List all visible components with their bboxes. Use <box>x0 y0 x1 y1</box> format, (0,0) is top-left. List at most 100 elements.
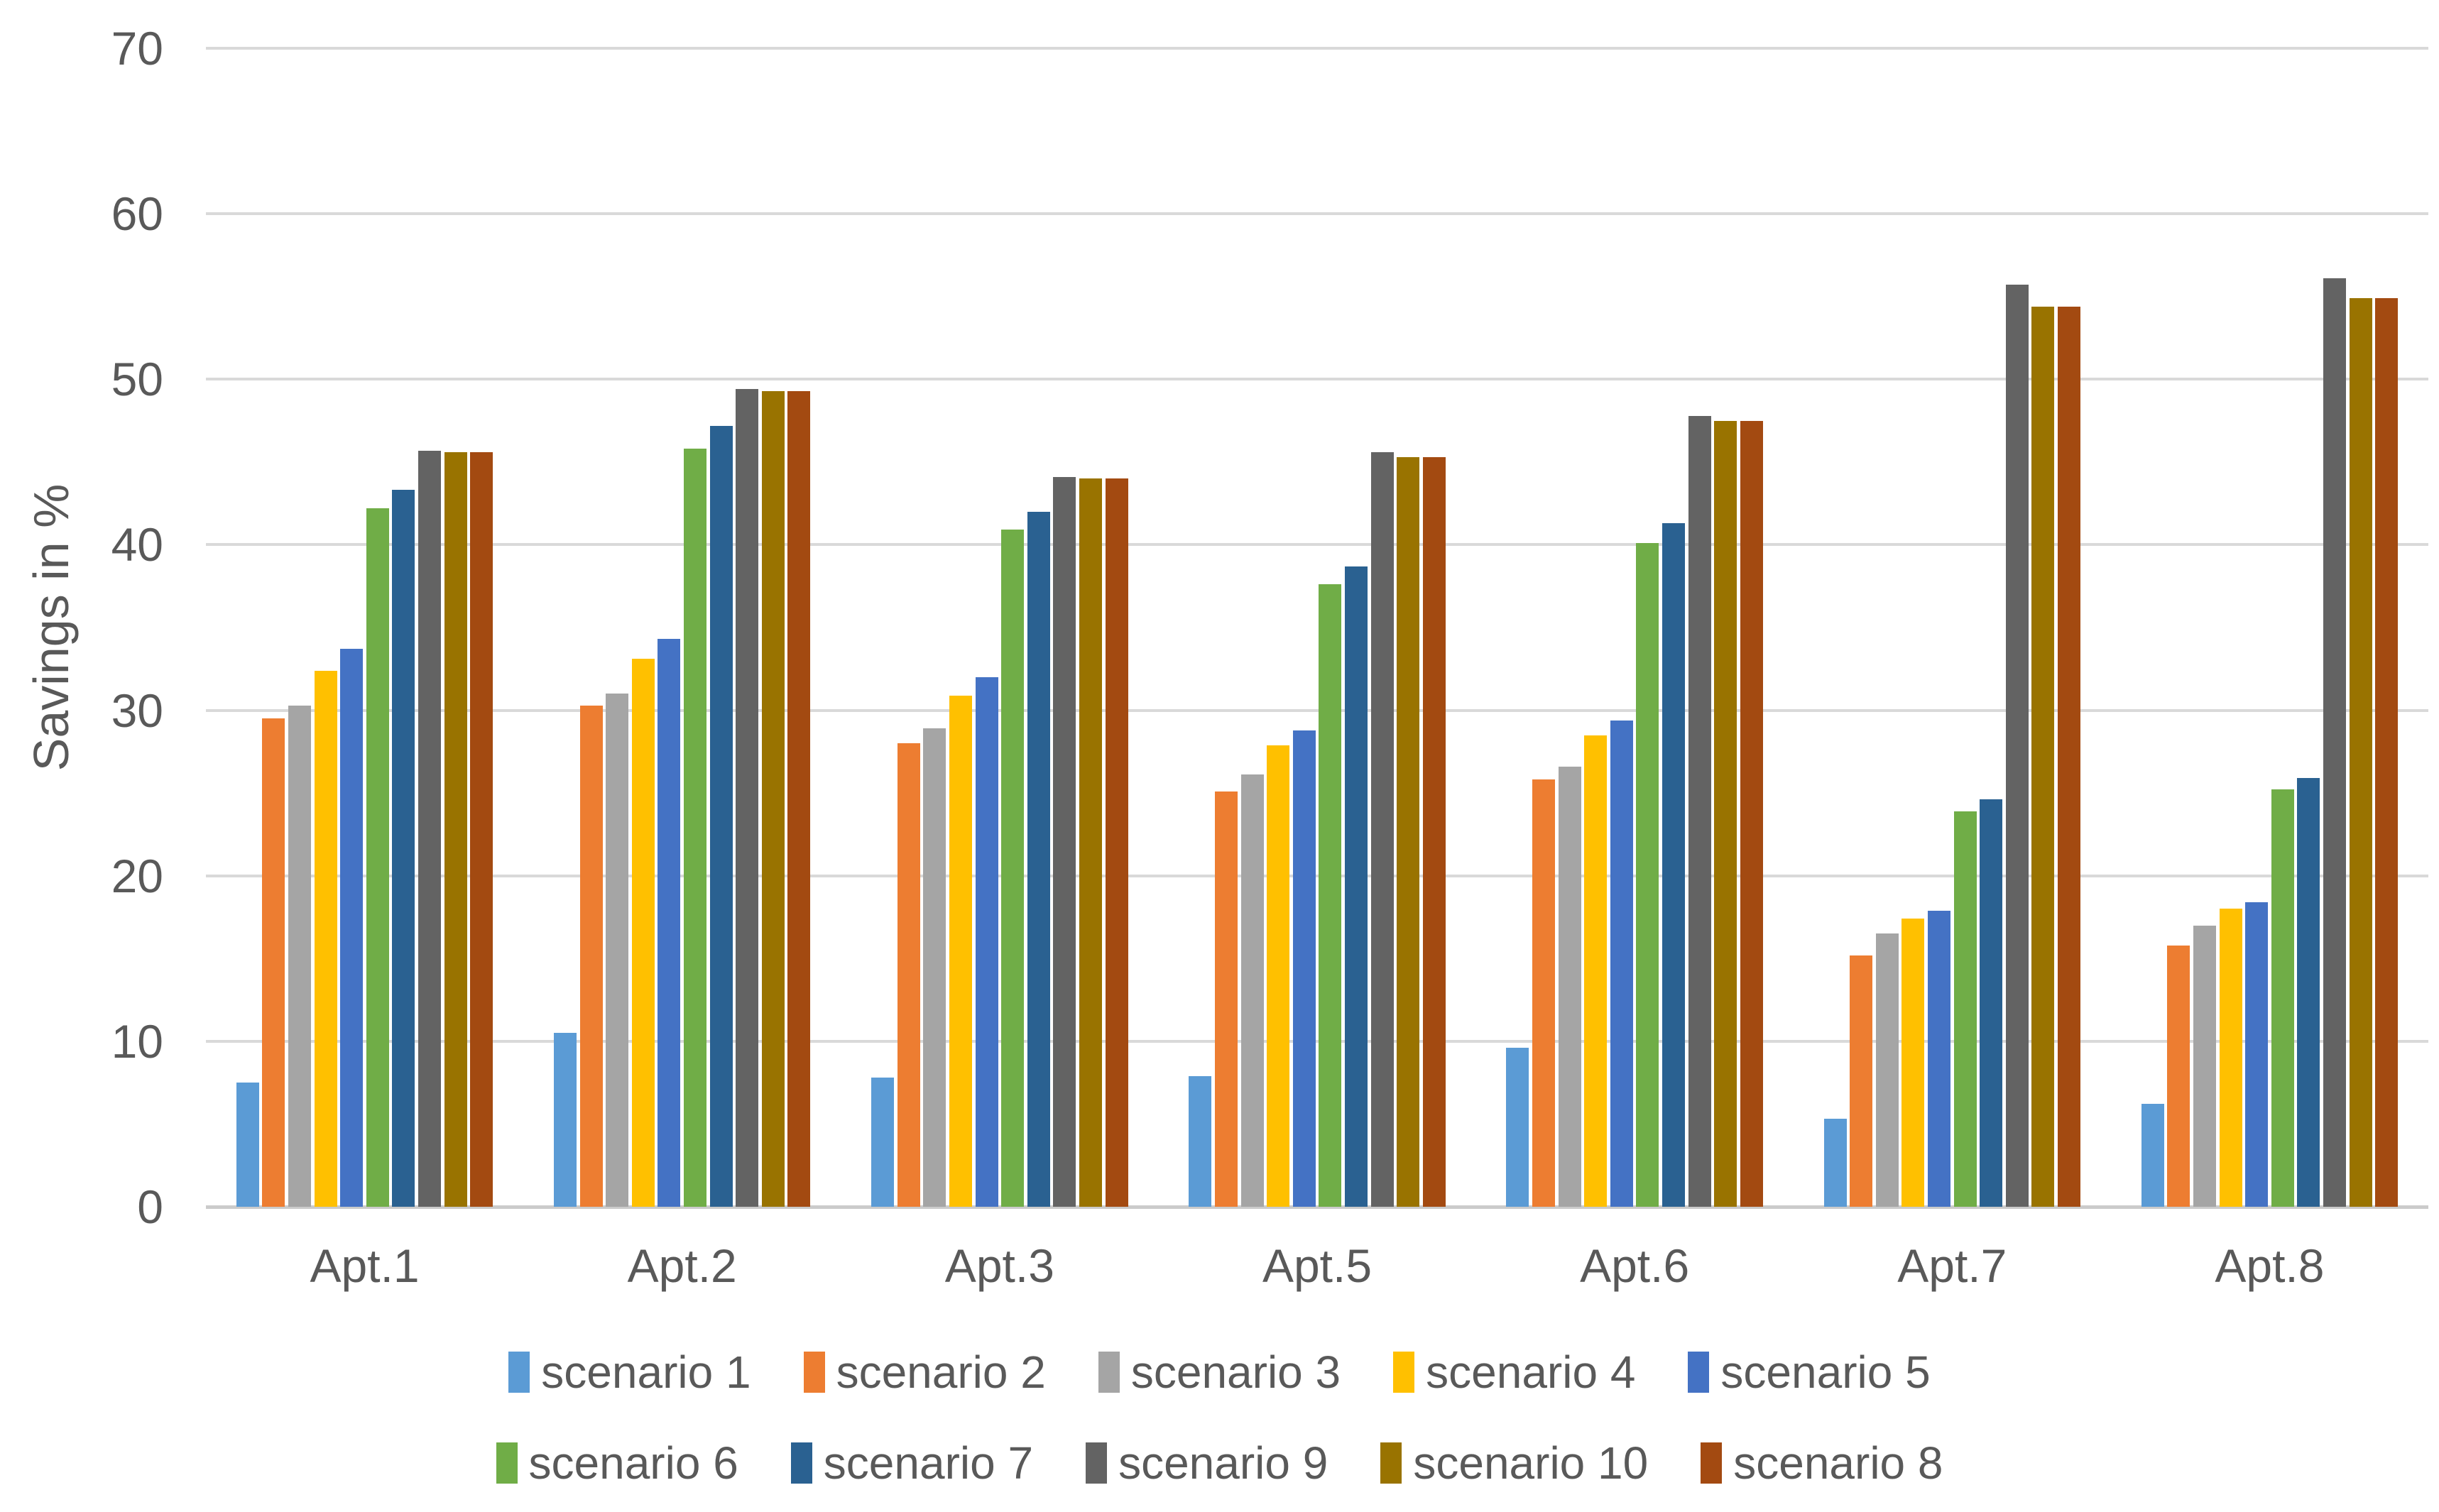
gridline-50 <box>206 378 2428 381</box>
bar-Apt-7-scenario-5 <box>1927 910 1950 1207</box>
legend-item-scenario-8: scenario 8 <box>1701 1438 1943 1488</box>
legend-label-scenario-10: scenario 10 <box>1413 1437 1649 1489</box>
y-tick-label-40: 40 <box>111 518 163 571</box>
bar-Apt-6-scenario-6 <box>1636 543 1659 1207</box>
bar-Apt-2-scenario-8 <box>787 390 811 1207</box>
bar-Apt-8-scenario-2 <box>2167 945 2190 1207</box>
bar-Apt-8-scenario-3 <box>2193 925 2216 1207</box>
bar-Apt-6-scenario-7 <box>1662 523 1686 1207</box>
legend-label-scenario-3: scenario 3 <box>1130 1347 1341 1398</box>
bar-Apt-5-scenario-8 <box>1422 456 1446 1207</box>
bar-Apt-5-scenario-4 <box>1267 745 1290 1207</box>
bar-Apt-3-scenario-4 <box>949 695 972 1207</box>
legend-label-scenario-4: scenario 4 <box>1426 1347 1636 1398</box>
bar-Apt-2-scenario-6 <box>684 449 706 1207</box>
bar-Apt-2-scenario-7 <box>709 425 733 1207</box>
bar-Apt-1-scenario-7 <box>392 490 415 1207</box>
y-tick-label-0: 0 <box>137 1180 163 1233</box>
gridline-40 <box>206 543 2428 547</box>
x-axis-label-Apt-3: Apt.3 <box>944 1239 1054 1292</box>
bar-Apt-7-scenario-1 <box>1823 1119 1847 1207</box>
bar-Apt-3-scenario-1 <box>871 1078 895 1207</box>
legend-swatch-scenario-8 <box>1701 1442 1723 1484</box>
legend-item-scenario-7: scenario 7 <box>790 1438 1033 1488</box>
bar-Apt-5-scenario-10 <box>1397 456 1420 1207</box>
bar-Apt-5-scenario-2 <box>1214 791 1238 1207</box>
bar-Apt-2-scenario-2 <box>579 705 603 1207</box>
bar-Apt-1-scenario-3 <box>288 705 312 1207</box>
legend-label-scenario-6: scenario 6 <box>528 1437 738 1489</box>
bar-Apt-5-scenario-9 <box>1370 451 1394 1207</box>
bar-Apt-6-scenario-8 <box>1740 420 1763 1207</box>
bar-Apt-8-scenario-7 <box>2297 778 2320 1207</box>
legend-swatch-scenario-9 <box>1086 1442 1108 1484</box>
bar-Apt-6-scenario-3 <box>1558 766 1581 1207</box>
legend-item-scenario-4: scenario 4 <box>1393 1347 1635 1397</box>
legend-swatch-scenario-10 <box>1380 1442 1402 1484</box>
bar-Apt-1-scenario-2 <box>262 718 285 1207</box>
bar-Apt-5-scenario-1 <box>1189 1075 1212 1207</box>
bar-Apt-2-scenario-3 <box>606 694 629 1207</box>
legend-item-scenario-10: scenario 10 <box>1380 1438 1648 1488</box>
gridline-20 <box>206 874 2428 877</box>
legend-swatch-scenario-6 <box>496 1442 518 1484</box>
legend-item-scenario-1: scenario 1 <box>508 1347 751 1397</box>
legend-swatch-scenario-3 <box>1098 1352 1120 1393</box>
bar-Apt-7-scenario-2 <box>1850 955 1873 1207</box>
bar-Apt-7-scenario-6 <box>1953 811 1977 1207</box>
bar-Apt-1-scenario-6 <box>366 508 389 1207</box>
legend-swatch-scenario-4 <box>1393 1352 1415 1393</box>
legend-label-scenario-2: scenario 2 <box>836 1347 1046 1398</box>
x-axis-label-Apt-8: Apt.8 <box>2215 1239 2325 1292</box>
y-tick-label-50: 50 <box>111 353 163 406</box>
legend-label-scenario-5: scenario 5 <box>1720 1347 1931 1398</box>
bar-Apt-7-scenario-10 <box>2031 306 2055 1207</box>
bar-Apt-7-scenario-4 <box>1901 919 1925 1207</box>
bar-Apt-2-scenario-9 <box>736 389 759 1207</box>
y-tick-label-20: 20 <box>111 849 163 902</box>
bar-Apt-8-scenario-9 <box>2323 278 2346 1207</box>
x-axis-line <box>206 1205 2428 1209</box>
bar-Apt-7-scenario-8 <box>2057 306 2080 1207</box>
legend-item-scenario-6: scenario 6 <box>496 1438 738 1488</box>
bar-Apt-2-scenario-5 <box>658 639 681 1207</box>
gridline-70 <box>206 47 2428 50</box>
bar-Apt-5-scenario-5 <box>1292 730 1316 1207</box>
bar-Apt-3-scenario-10 <box>1079 478 1102 1207</box>
bar-Apt-2-scenario-10 <box>761 390 785 1207</box>
bar-Apt-6-scenario-10 <box>1714 420 1737 1207</box>
legend-row-2: scenario 6 scenario 7 scenario 9 scenario 1… <box>0 1432 2439 1494</box>
bar-Apt-3-scenario-2 <box>897 743 920 1207</box>
bar-Apt-3-scenario-3 <box>923 728 946 1207</box>
y-tick-label-70: 70 <box>111 22 163 75</box>
bar-Apt-6-scenario-5 <box>1610 720 1633 1207</box>
x-axis-label-Apt-6: Apt.6 <box>1580 1239 1690 1292</box>
bar-Apt-7-scenario-7 <box>1980 799 2003 1207</box>
bar-Apt-1-scenario-4 <box>314 670 337 1207</box>
bar-Apt-1-scenario-9 <box>418 450 442 1207</box>
legend-swatch-scenario-7 <box>790 1442 812 1484</box>
bar-Apt-8-scenario-1 <box>2141 1104 2164 1207</box>
bar-Apt-3-scenario-8 <box>1105 478 1128 1207</box>
bar-Apt-1-scenario-1 <box>236 1083 259 1207</box>
legend-row-1: scenario 1 scenario 2 scenario 3 scenario 4… <box>0 1342 2439 1403</box>
y-tick-label-10: 10 <box>111 1014 163 1068</box>
legend-item-scenario-9: scenario 9 <box>1086 1438 1328 1488</box>
bar-Apt-5-scenario-3 <box>1240 774 1264 1207</box>
bar-Apt-8-scenario-5 <box>2245 902 2269 1207</box>
bar-Apt-2-scenario-4 <box>631 659 655 1207</box>
bar-Apt-3-scenario-6 <box>1001 530 1025 1207</box>
bar-Apt-6-scenario-2 <box>1532 779 1556 1207</box>
bar-Apt-3-scenario-9 <box>1053 476 1076 1207</box>
bar-Apt-7-scenario-9 <box>2005 285 2029 1207</box>
bar-Apt-8-scenario-4 <box>2219 909 2242 1207</box>
y-tick-label-30: 30 <box>111 684 163 737</box>
bar-Apt-6-scenario-4 <box>1584 735 1608 1207</box>
legend-item-scenario-3: scenario 3 <box>1098 1347 1341 1397</box>
bar-Apt-5-scenario-6 <box>1319 584 1342 1207</box>
bar-Apt-8-scenario-10 <box>2349 298 2372 1207</box>
bar-Apt-8-scenario-8 <box>2375 298 2399 1207</box>
legend-swatch-scenario-1 <box>508 1352 530 1393</box>
bar-Apt-2-scenario-1 <box>554 1033 577 1207</box>
bar-Apt-8-scenario-6 <box>2271 789 2294 1207</box>
